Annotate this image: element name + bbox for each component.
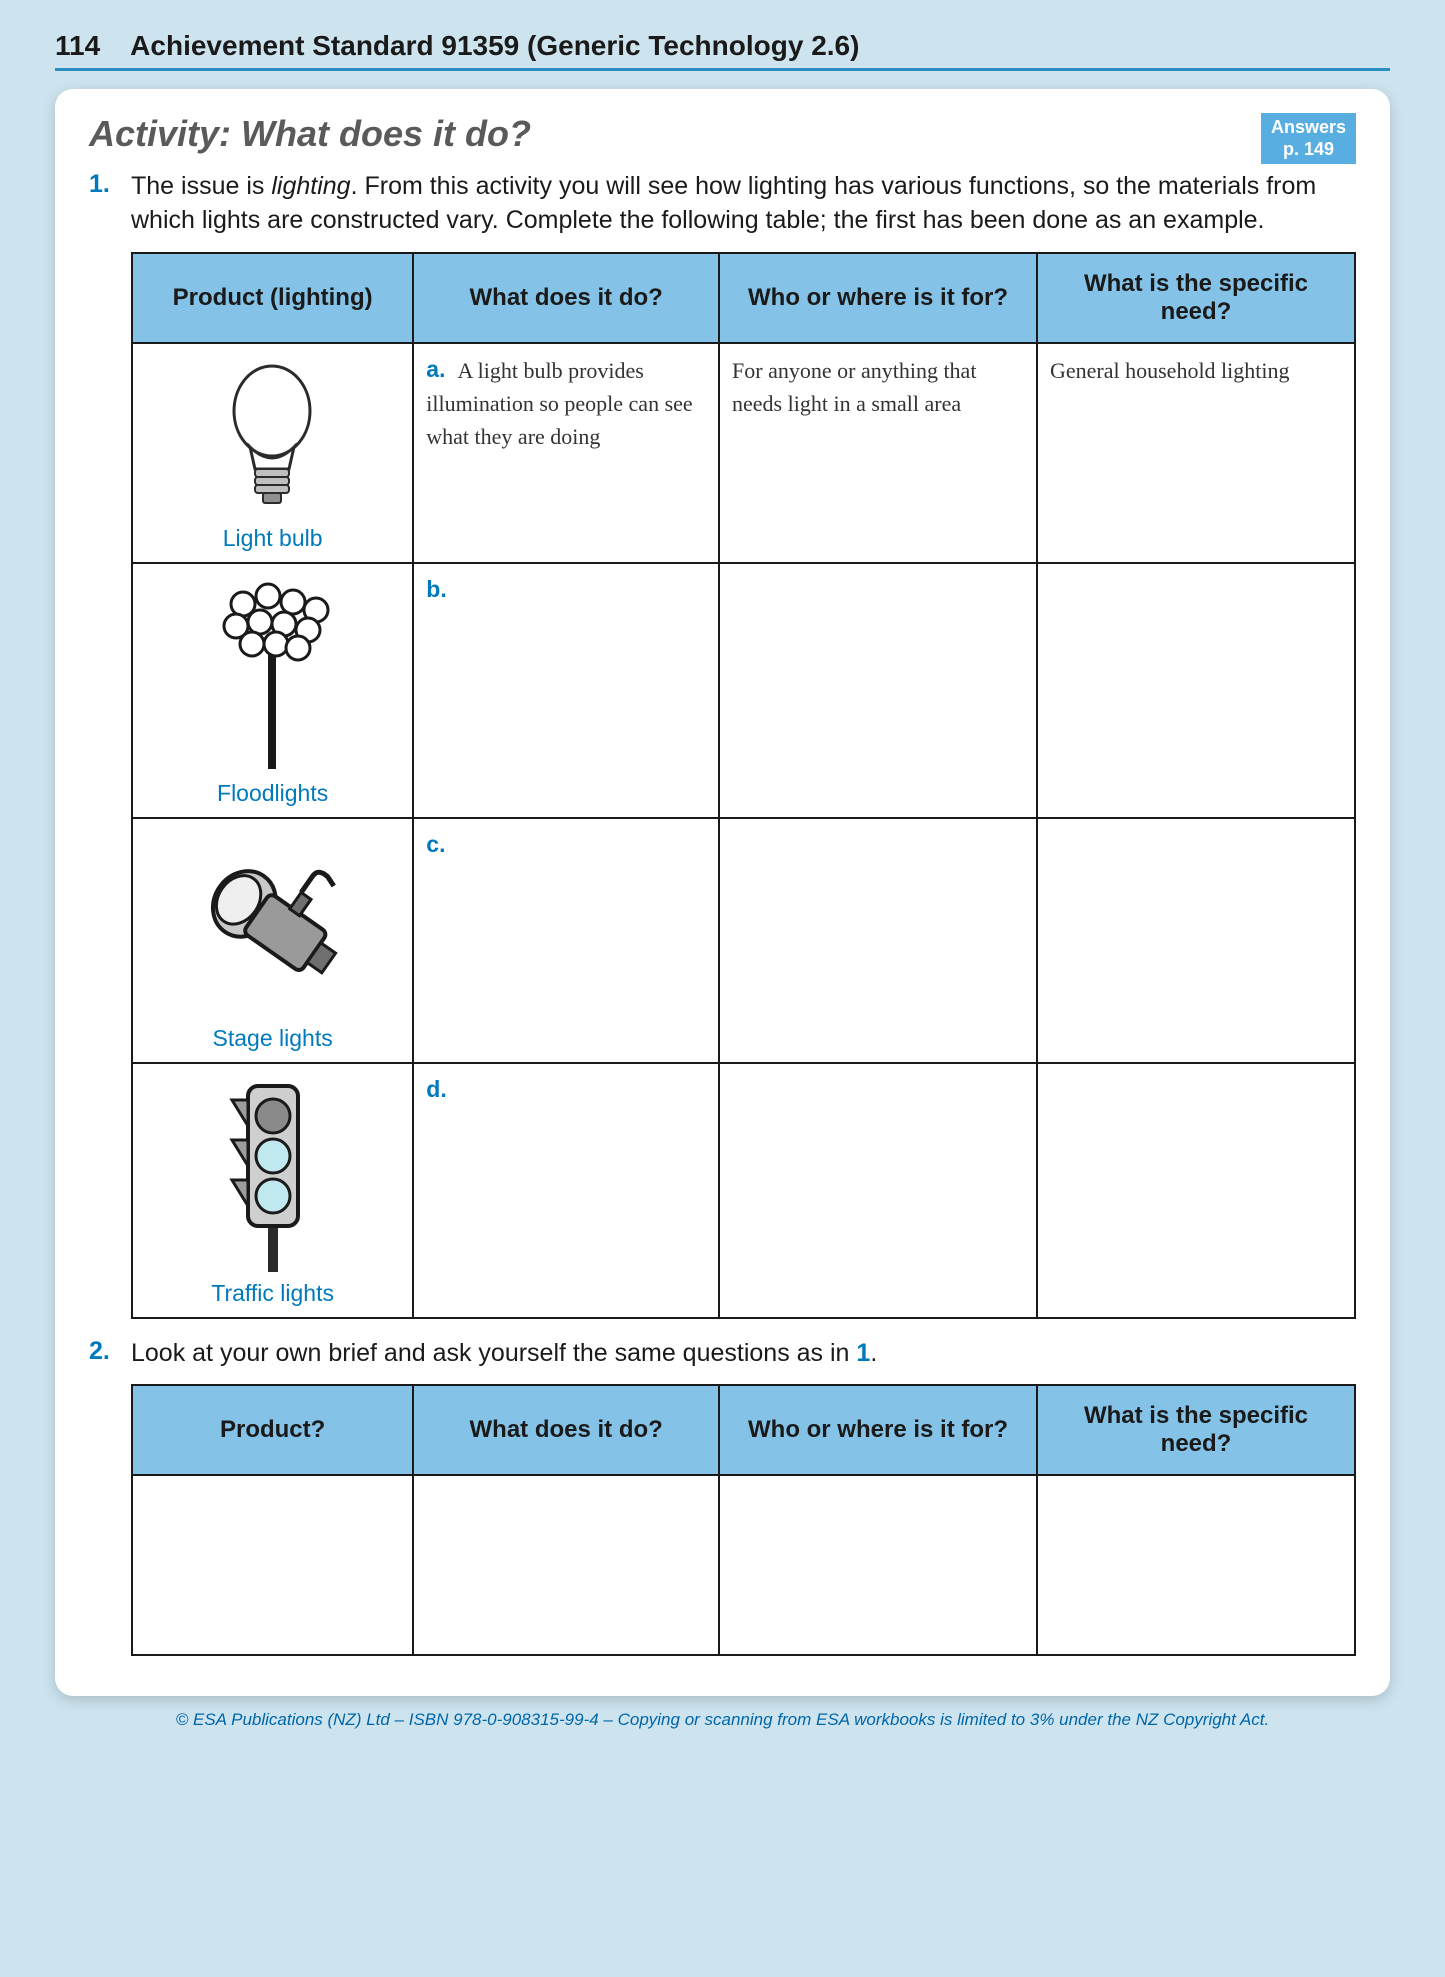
page-number: 114	[55, 30, 100, 62]
table-row: Light bulb a. A light bulb provides illu…	[132, 343, 1355, 563]
cell-does[interactable]: d.	[413, 1063, 719, 1318]
cell-who[interactable]	[719, 1475, 1037, 1655]
floodlights-icon	[145, 574, 400, 774]
cell-product: Stage lights	[132, 818, 413, 1063]
q1-pre: The issue is	[131, 172, 271, 200]
th-need: What is the specific need?	[1037, 1385, 1355, 1475]
cell-product: Traffic lights	[132, 1063, 413, 1318]
cell-does[interactable]: b.	[413, 563, 719, 818]
product-caption: Floodlights	[145, 780, 400, 807]
activity-title: Activity: What does it do?	[89, 113, 531, 155]
traffic-lights-icon	[145, 1074, 400, 1274]
product-caption: Stage lights	[145, 1025, 400, 1052]
cell-who: For anyone or anything that needs light …	[719, 343, 1037, 563]
question-text: Look at your own brief and ask yourself …	[131, 1337, 877, 1371]
cell-does[interactable]: c.	[413, 818, 719, 1063]
cell-need[interactable]	[1037, 1475, 1355, 1655]
row-letter: d.	[426, 1076, 446, 1103]
th-does: What does it do?	[413, 253, 719, 343]
table-row: Stage lights c.	[132, 818, 1355, 1063]
footer-copyright: © ESA Publications (NZ) Ltd – ISBN 978-0…	[55, 1710, 1390, 1730]
row-letter: c.	[426, 831, 445, 858]
th-product: Product?	[132, 1385, 413, 1475]
question-2: 2. Look at your own brief and ask yourse…	[89, 1337, 1356, 1371]
cell-need[interactable]	[1037, 1063, 1355, 1318]
answers-badge: Answers p. 149	[1261, 113, 1356, 164]
th-who: Who or where is it for?	[719, 1385, 1037, 1475]
table-header-row: Product (lighting) What does it do? Who …	[132, 253, 1355, 343]
cell-who[interactable]	[719, 563, 1037, 818]
row-letter: b.	[426, 576, 446, 603]
cell-need: General household lighting	[1037, 343, 1355, 563]
light-bulb-icon	[145, 354, 400, 519]
th-need: What is the specific need?	[1037, 253, 1355, 343]
q2-post: .	[870, 1339, 877, 1367]
activity-header: Activity: What does it do? Answers p. 14…	[89, 113, 1356, 164]
cell-product: Floodlights	[132, 563, 413, 818]
cell-product: Light bulb	[132, 343, 413, 563]
row-letter: a.	[426, 356, 445, 383]
cell-does: a. A light bulb provides illumination so…	[413, 343, 719, 563]
question-1: 1. The issue is lighting. From this acti…	[89, 170, 1356, 238]
table-row: Traffic lights d.	[132, 1063, 1355, 1318]
chapter-title: Achievement Standard 91359 (Generic Tech…	[130, 30, 859, 62]
product-caption: Traffic lights	[145, 1280, 400, 1307]
table-header-row: Product? What does it do? Who or where i…	[132, 1385, 1355, 1475]
question-number: 2.	[89, 1337, 117, 1371]
question-text: The issue is lighting. From this activit…	[131, 170, 1356, 238]
table-row	[132, 1475, 1355, 1655]
table-row: Floodlights b.	[132, 563, 1355, 818]
activity-card: Activity: What does it do? Answers p. 14…	[55, 89, 1390, 1696]
table-lighting: Product (lighting) What does it do? Who …	[131, 252, 1356, 1319]
answer-need: General household lighting	[1050, 358, 1290, 383]
cell-who[interactable]	[719, 1063, 1037, 1318]
q2-pre: Look at your own brief and ask yourself …	[131, 1339, 856, 1367]
q2-ref: 1	[856, 1339, 870, 1367]
product-caption: Light bulb	[145, 525, 400, 552]
cell-need[interactable]	[1037, 818, 1355, 1063]
question-number: 1.	[89, 170, 117, 238]
page: 114 Achievement Standard 91359 (Generic …	[0, 0, 1445, 1750]
cell-who[interactable]	[719, 818, 1037, 1063]
cell-need[interactable]	[1037, 563, 1355, 818]
th-product: Product (lighting)	[132, 253, 413, 343]
th-does: What does it do?	[413, 1385, 719, 1475]
table-own-brief: Product? What does it do? Who or where i…	[131, 1384, 1356, 1656]
cell-product[interactable]	[132, 1475, 413, 1655]
answer-does: A light bulb provides illumination so pe…	[426, 358, 692, 449]
q1-ital: lighting	[271, 172, 350, 200]
stage-lights-icon	[145, 829, 400, 1019]
th-who: Who or where is it for?	[719, 253, 1037, 343]
cell-does[interactable]	[413, 1475, 719, 1655]
page-header: 114 Achievement Standard 91359 (Generic …	[55, 30, 1390, 71]
answer-who: For anyone or anything that needs light …	[732, 358, 976, 416]
